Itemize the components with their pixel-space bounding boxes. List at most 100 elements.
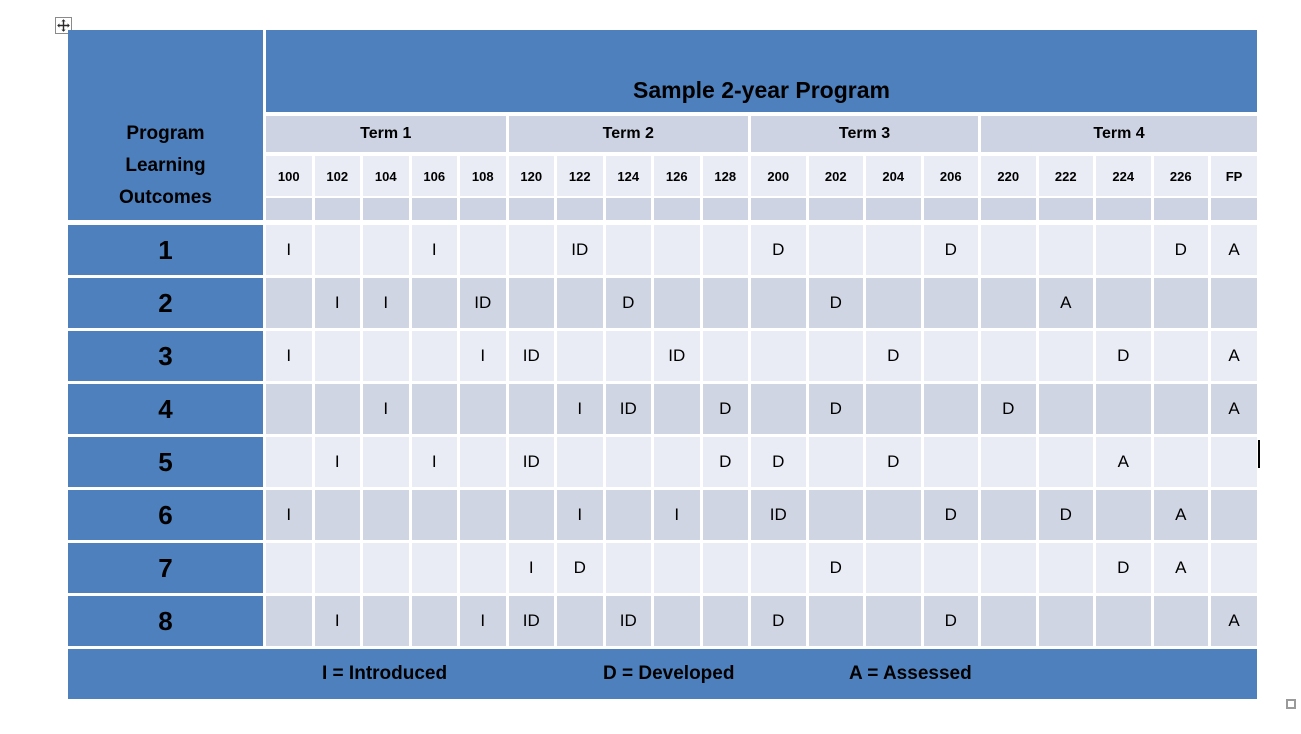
matrix-cell-2-222[interactable]: A: [1038, 278, 1093, 328]
matrix-cell-7-206[interactable]: [923, 543, 978, 593]
matrix-cell-7-122[interactable]: D: [557, 543, 603, 593]
matrix-cell-8-102[interactable]: I: [314, 596, 360, 646]
matrix-cell-8-206[interactable]: D: [923, 596, 978, 646]
spacer-cell[interactable]: [866, 198, 921, 220]
matrix-cell-6-102[interactable]: [314, 490, 360, 540]
matrix-cell-7-124[interactable]: [605, 543, 651, 593]
course-header-108[interactable]: 108: [460, 156, 506, 196]
matrix-cell-5-220[interactable]: [981, 437, 1036, 487]
matrix-cell-1-128[interactable]: [702, 225, 748, 275]
course-header-126[interactable]: 126: [654, 156, 700, 196]
matrix-cell-1-200[interactable]: D: [751, 225, 806, 275]
matrix-cell-2-120[interactable]: [508, 278, 554, 328]
matrix-cell-5-104[interactable]: [363, 437, 409, 487]
spacer-cell[interactable]: [808, 198, 863, 220]
matrix-cell-1-226[interactable]: D: [1153, 225, 1208, 275]
matrix-cell-4-100[interactable]: [266, 384, 312, 434]
matrix-cell-7-126[interactable]: [654, 543, 700, 593]
matrix-cell-5-224[interactable]: A: [1096, 437, 1151, 487]
spacer-cell[interactable]: [702, 198, 748, 220]
matrix-cell-8-104[interactable]: [363, 596, 409, 646]
matrix-cell-8-204[interactable]: [866, 596, 921, 646]
matrix-cell-4-102[interactable]: [314, 384, 360, 434]
course-header-122[interactable]: 122: [557, 156, 603, 196]
outcome-number-cell-5[interactable]: 5: [68, 437, 263, 487]
matrix-cell-2-226[interactable]: [1153, 278, 1208, 328]
term-header-1[interactable]: Term 1: [266, 116, 506, 152]
matrix-cell-4-206[interactable]: [923, 384, 978, 434]
matrix-cell-1-224[interactable]: [1096, 225, 1151, 275]
matrix-cell-4-106[interactable]: [411, 384, 457, 434]
matrix-cell-5-FP[interactable]: [1211, 437, 1257, 487]
course-header-104[interactable]: 104: [363, 156, 409, 196]
matrix-cell-3-102[interactable]: [314, 331, 360, 381]
spacer-cell[interactable]: [923, 198, 978, 220]
matrix-cell-1-124[interactable]: [605, 225, 651, 275]
spacer-cell[interactable]: [654, 198, 700, 220]
matrix-cell-7-226[interactable]: A: [1153, 543, 1208, 593]
matrix-cell-5-124[interactable]: [605, 437, 651, 487]
matrix-cell-1-100[interactable]: I: [266, 225, 312, 275]
matrix-cell-4-204[interactable]: [866, 384, 921, 434]
outcome-number-cell-4[interactable]: 4: [68, 384, 263, 434]
course-header-204[interactable]: 204: [866, 156, 921, 196]
matrix-cell-7-106[interactable]: [411, 543, 457, 593]
spacer-cell[interactable]: [508, 198, 554, 220]
matrix-cell-7-224[interactable]: D: [1096, 543, 1151, 593]
matrix-cell-5-106[interactable]: I: [411, 437, 457, 487]
matrix-cell-1-202[interactable]: [808, 225, 863, 275]
outcome-number-cell-6[interactable]: 6: [68, 490, 263, 540]
matrix-cell-2-202[interactable]: D: [808, 278, 863, 328]
matrix-cell-1-222[interactable]: [1038, 225, 1093, 275]
matrix-cell-3-200[interactable]: [751, 331, 806, 381]
program-title-cell[interactable]: Sample 2-year Program: [266, 30, 1257, 112]
matrix-cell-3-226[interactable]: [1153, 331, 1208, 381]
matrix-cell-3-122[interactable]: [557, 331, 603, 381]
matrix-cell-7-222[interactable]: [1038, 543, 1093, 593]
course-header-120[interactable]: 120: [508, 156, 554, 196]
spacer-cell[interactable]: [266, 198, 312, 220]
spacer-cell[interactable]: [363, 198, 409, 220]
matrix-cell-3-108[interactable]: I: [460, 331, 506, 381]
spacer-cell[interactable]: [1153, 198, 1208, 220]
matrix-cell-3-206[interactable]: [923, 331, 978, 381]
matrix-cell-6-220[interactable]: [981, 490, 1036, 540]
matrix-cell-6-FP[interactable]: [1211, 490, 1257, 540]
matrix-cell-2-108[interactable]: ID: [460, 278, 506, 328]
matrix-cell-2-224[interactable]: [1096, 278, 1151, 328]
course-header-106[interactable]: 106: [411, 156, 457, 196]
spacer-cell[interactable]: [314, 198, 360, 220]
matrix-cell-7-200[interactable]: [751, 543, 806, 593]
matrix-cell-5-100[interactable]: [266, 437, 312, 487]
matrix-cell-5-202[interactable]: [808, 437, 863, 487]
matrix-cell-5-102[interactable]: I: [314, 437, 360, 487]
matrix-cell-1-104[interactable]: [363, 225, 409, 275]
matrix-cell-1-102[interactable]: [314, 225, 360, 275]
matrix-cell-3-124[interactable]: [605, 331, 651, 381]
matrix-cell-3-222[interactable]: [1038, 331, 1093, 381]
outcome-number-cell-1[interactable]: 1: [68, 225, 263, 275]
matrix-cell-6-100[interactable]: I: [266, 490, 312, 540]
matrix-cell-7-104[interactable]: [363, 543, 409, 593]
matrix-cell-5-206[interactable]: [923, 437, 978, 487]
matrix-cell-6-108[interactable]: [460, 490, 506, 540]
matrix-cell-3-202[interactable]: [808, 331, 863, 381]
course-header-100[interactable]: 100: [266, 156, 312, 196]
matrix-cell-2-206[interactable]: [923, 278, 978, 328]
matrix-cell-6-222[interactable]: D: [1038, 490, 1093, 540]
matrix-cell-2-200[interactable]: [751, 278, 806, 328]
matrix-cell-1-120[interactable]: [508, 225, 554, 275]
matrix-cell-8-222[interactable]: [1038, 596, 1093, 646]
matrix-cell-8-220[interactable]: [981, 596, 1036, 646]
matrix-cell-4-104[interactable]: I: [363, 384, 409, 434]
matrix-cell-1-FP[interactable]: A: [1211, 225, 1257, 275]
course-header-124[interactable]: 124: [605, 156, 651, 196]
table-resize-handle-icon[interactable]: [1286, 699, 1296, 709]
matrix-cell-5-222[interactable]: [1038, 437, 1093, 487]
legend-row[interactable]: I = Introduced D = Developed A = Assesse…: [68, 649, 1257, 699]
matrix-cell-8-226[interactable]: [1153, 596, 1208, 646]
matrix-cell-4-200[interactable]: [751, 384, 806, 434]
spacer-cell[interactable]: [1038, 198, 1093, 220]
course-header-226[interactable]: 226: [1153, 156, 1208, 196]
course-header-224[interactable]: 224: [1096, 156, 1151, 196]
